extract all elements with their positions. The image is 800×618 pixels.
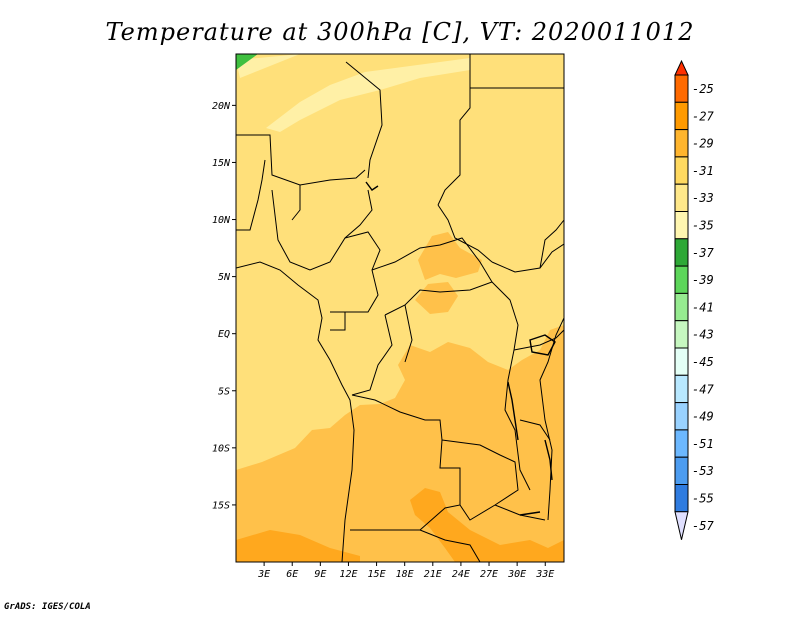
colorbar-label: -51	[692, 437, 714, 451]
colorbar-label: -33	[692, 191, 714, 205]
colorbar-swatch	[674, 156, 689, 185]
border-misc-2	[330, 311, 346, 331]
lon-tick-label: 18E	[396, 569, 414, 580]
colorbar-swatch	[674, 402, 689, 431]
coastline-west	[236, 261, 355, 562]
map-frame	[235, 53, 565, 563]
field-cool-33-35-band	[266, 58, 470, 132]
lon-tick-label: 27E	[480, 569, 498, 580]
lon-tick-label: 15E	[368, 569, 386, 580]
field-warm-patch-central	[418, 232, 482, 280]
colorbar-label: -35	[692, 219, 714, 233]
colorbar-label: -49	[692, 410, 714, 424]
lon-tick-label: 33E	[535, 569, 554, 580]
colorbar-label: -45	[692, 355, 714, 369]
colorbar-label: -47	[692, 382, 714, 396]
border-congo-drc	[351, 314, 393, 396]
colorbar-bottom-triangle	[674, 511, 689, 540]
lat-tick-label: 10N	[212, 215, 231, 226]
colorbar-label: -31	[692, 164, 714, 178]
lat-tick-label: 10S	[212, 443, 230, 454]
colorbar-swatch	[674, 211, 689, 240]
field-cool-33-35-ne	[236, 54, 300, 78]
border-libya-egypt	[437, 54, 471, 206]
border-horn	[539, 219, 564, 269]
lat-tick-label: EQ	[218, 329, 230, 340]
colorbar-swatch	[674, 265, 689, 294]
colorbar-swatch	[674, 429, 689, 458]
longitude-axis: 3E 6E 9E 12E 15E 18E 21E 24E 27E 30E 33E	[257, 562, 554, 580]
colorbar-swatch	[674, 74, 689, 103]
latitude-axis: 20N 15N 10N 5N EQ 5S 10S 15S	[212, 101, 236, 511]
lon-tick-label: 12E	[339, 569, 357, 580]
colorbar-swatch	[674, 183, 689, 212]
colorbar-swatch	[674, 374, 689, 404]
border-nigeria	[271, 189, 373, 271]
lon-tick-label: 6E	[286, 569, 298, 580]
colorbar: -25 -27 -29 -31 -33 -35 -37 -39 -41 -43 -45 -47 -49 -…	[674, 59, 714, 540]
colorbar-swatch	[674, 238, 689, 267]
border-uganda-kenya	[513, 329, 564, 351]
coastline-east	[539, 317, 564, 521]
grads-credit: GrADS: IGES/COLA	[4, 602, 91, 612]
lat-tick-label: 5S	[218, 386, 230, 397]
colorbar-label: -39	[692, 273, 714, 287]
lake-kariba	[519, 511, 541, 516]
lake-chad	[365, 181, 379, 191]
chart-title: Temperature at 300hPa [C], VT: 202001101…	[105, 18, 695, 46]
border-misc-1	[291, 185, 301, 221]
colorbar-top-triangle	[674, 59, 689, 76]
border-zambia	[441, 439, 519, 521]
lat-tick-label: 15N	[212, 158, 231, 169]
colorbar-label: -41	[692, 300, 714, 314]
field-warm-patch-center	[415, 282, 458, 314]
colorbar-label: -29	[692, 137, 714, 151]
lat-tick-label: 5N	[218, 272, 231, 283]
colorbar-label: -55	[692, 492, 714, 506]
border-drc-east	[491, 281, 531, 491]
lon-tick-label: 30E	[507, 569, 526, 580]
border-misc-3	[404, 304, 413, 363]
colorbar-label: -57	[692, 519, 714, 533]
colorbar-swatch	[674, 484, 689, 513]
lat-tick-label: 20N	[212, 101, 231, 112]
border-namibia-botswana	[419, 529, 481, 562]
colorbar-swatch	[674, 129, 689, 158]
field-warm-27-29-south	[410, 488, 564, 562]
field-warm-27-29-sw	[236, 530, 360, 562]
lat-tick-label: 15S	[212, 500, 230, 511]
border-tanzania	[519, 419, 551, 441]
lon-tick-label: 24E	[452, 569, 470, 580]
lake-victoria	[529, 334, 556, 356]
colorbar-label: -27	[692, 109, 714, 123]
colorbar-swatch	[674, 320, 689, 349]
colorbar-swatch	[674, 347, 689, 376]
border-chad-east	[437, 204, 493, 263]
lon-tick-label: 21E	[424, 569, 442, 580]
colorbar-label: -25	[692, 82, 714, 96]
colorbar-label: -43	[692, 328, 714, 342]
lake-malawi	[544, 439, 553, 481]
lake-tanganyika	[507, 381, 519, 441]
lon-tick-label: 9E	[314, 569, 326, 580]
border-algeria-libya	[345, 61, 383, 179]
field-cool-35-37-corner	[236, 54, 258, 70]
border-car	[371, 237, 493, 316]
lakes	[365, 181, 556, 516]
colorbar-swatch	[674, 101, 689, 131]
field-warm-29-31	[236, 325, 564, 562]
colorbar-swatch	[674, 292, 689, 322]
country-borders	[236, 54, 564, 562]
colorbar-swatch	[674, 456, 689, 486]
border-gulf-guinea	[236, 159, 266, 231]
lon-tick-label: 3E	[257, 569, 270, 580]
colorbar-label: -53	[692, 464, 714, 478]
colorbar-label: -37	[692, 246, 714, 260]
border-angola	[350, 394, 461, 531]
